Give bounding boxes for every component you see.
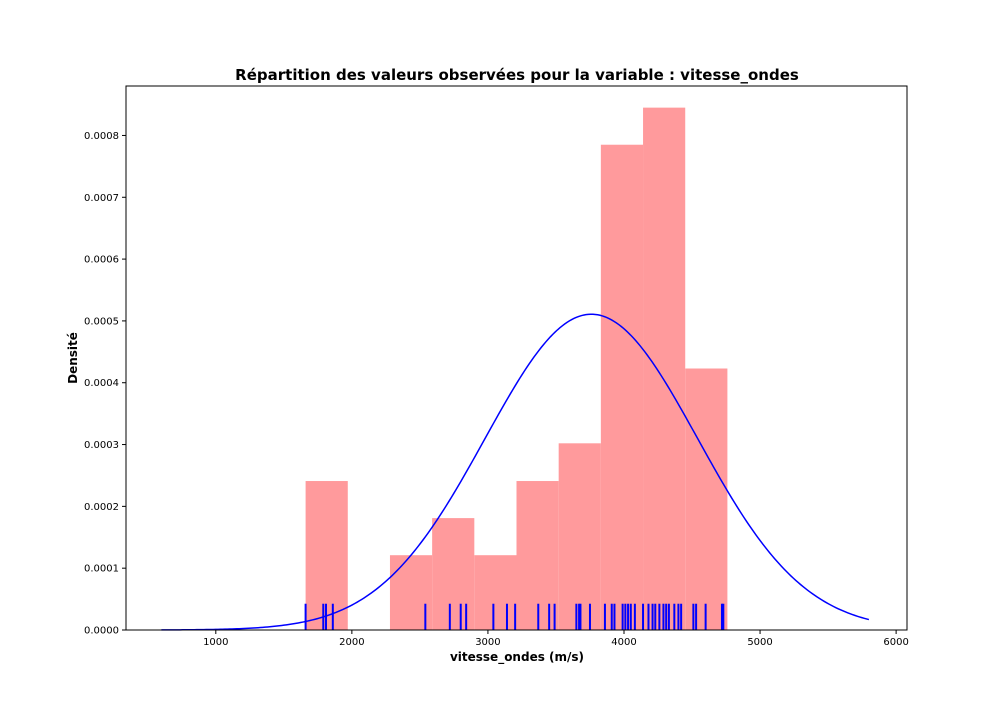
plot-frame bbox=[125, 85, 908, 631]
y-axis-ticks: 0.0000 0.0001 0.0002 0.0003 0.0004 0.0005 0.00… bbox=[84, 131, 126, 637]
x-tick-label-4: 5000 bbox=[747, 637, 772, 648]
y-tick-label-3: 0.0003 bbox=[84, 440, 119, 451]
x-tick-label-0: 1000 bbox=[203, 637, 228, 648]
y-tick-label-2: 0.0002 bbox=[84, 502, 119, 513]
y-tick-label-5: 0.0005 bbox=[84, 316, 119, 327]
histogram-bar-5 bbox=[558, 443, 601, 630]
y-tick-label-7: 0.0007 bbox=[84, 193, 119, 204]
histogram-bar-3 bbox=[474, 555, 517, 630]
chart-title: Répartition des valeurs observées pour l… bbox=[235, 66, 799, 84]
x-tick-label-1: 2000 bbox=[339, 637, 364, 648]
x-tick-label-5: 6000 bbox=[883, 637, 908, 648]
histogram-bar-2 bbox=[432, 518, 475, 630]
x-tick-label-2: 3000 bbox=[475, 637, 500, 648]
y-tick-label-4: 0.0004 bbox=[84, 378, 119, 389]
fitted-density-curve bbox=[161, 313, 870, 631]
histogram-bar-6 bbox=[600, 144, 644, 630]
x-axis-label: vitesse_ondes (m/s) bbox=[450, 650, 584, 665]
y-tick-label-8: 0.0008 bbox=[84, 131, 119, 142]
rug-marks bbox=[304, 603, 725, 630]
y-tick-label-1: 0.0001 bbox=[84, 564, 119, 575]
y-axis-label: Densité bbox=[66, 332, 80, 384]
histogram-bar-8 bbox=[685, 368, 728, 630]
x-tick-label-3: 4000 bbox=[611, 637, 636, 648]
y-tick-label-0: 0.0000 bbox=[84, 626, 119, 637]
histogram-bar-7 bbox=[643, 107, 686, 631]
y-tick-label-6: 0.0006 bbox=[84, 255, 119, 266]
plot-area bbox=[125, 85, 908, 631]
histogram-bars bbox=[305, 107, 728, 631]
x-axis-ticks: 1000 2000 3000 4000 5000 6000 bbox=[203, 630, 909, 648]
